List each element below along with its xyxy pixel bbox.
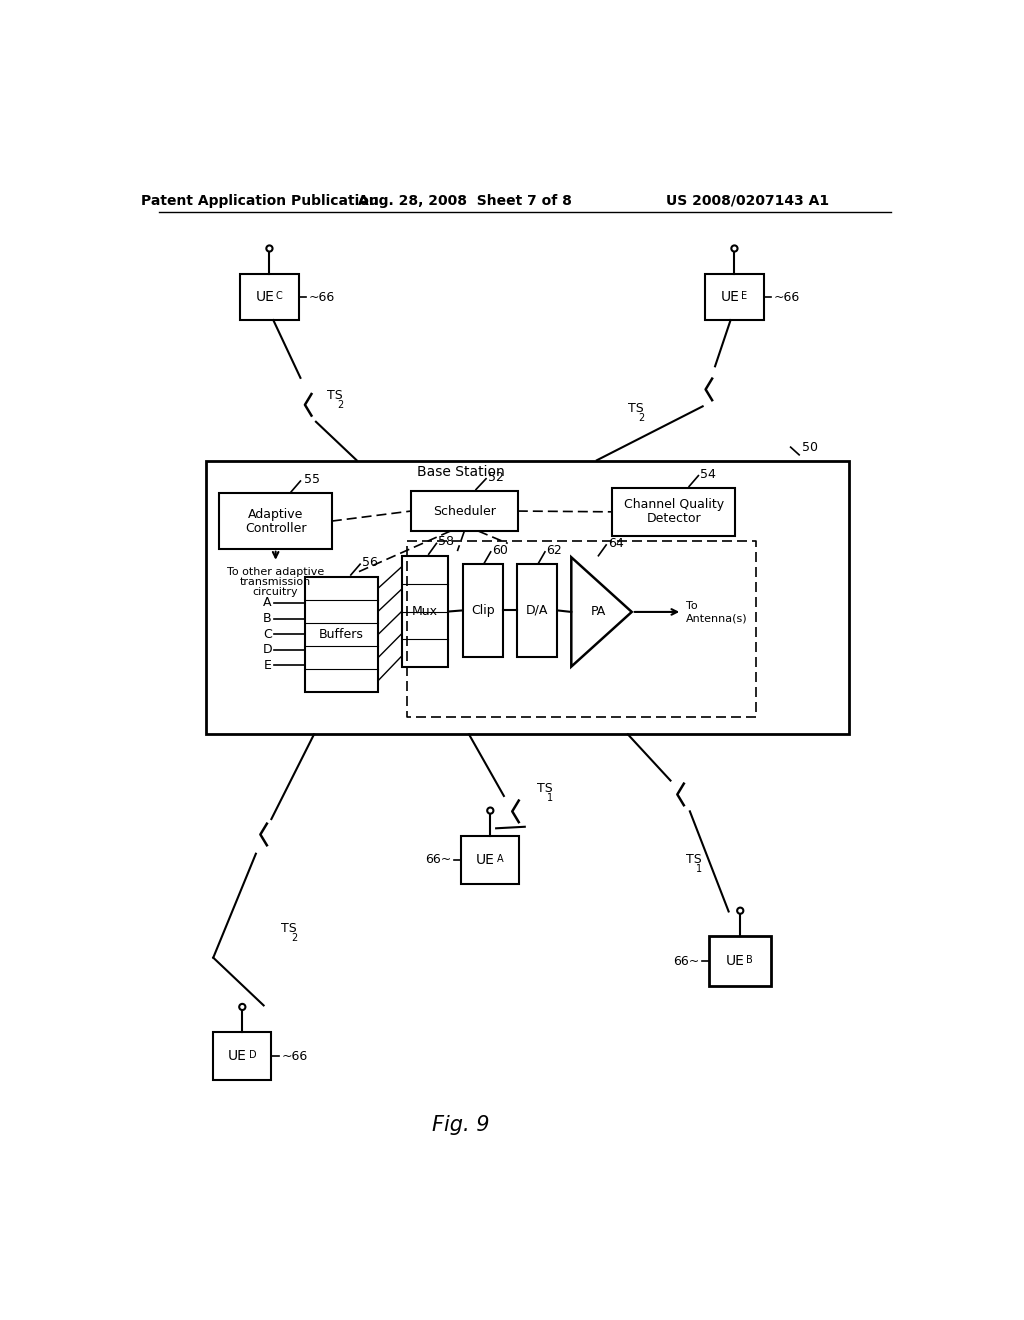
Text: To other adaptive: To other adaptive [227,566,325,577]
Text: UE: UE [228,1049,247,1063]
Bar [401,556,449,668]
Bar [213,1032,271,1080]
Bar [241,275,299,321]
Polygon shape [571,557,632,667]
Text: Controller: Controller [245,521,306,535]
Text: 1: 1 [696,863,702,874]
Text: 60: 60 [493,544,508,557]
Text: 55: 55 [303,473,319,486]
Text: TS: TS [628,403,644,416]
Circle shape [266,246,272,252]
Text: Aug. 28, 2008  Sheet 7 of 8: Aug. 28, 2008 Sheet 7 of 8 [358,194,572,207]
Text: 2: 2 [638,413,644,424]
Text: UE: UE [476,853,495,867]
Text: Patent Application Publication: Patent Application Publication [141,194,379,207]
Bar [461,836,519,884]
Text: ~66: ~66 [308,290,335,304]
Text: C: C [275,290,283,301]
Bar [206,461,849,734]
Text: A: A [497,854,503,863]
Text: D/A: D/A [526,603,549,616]
Text: Buffers: Buffers [319,628,364,640]
Text: ~66: ~66 [773,290,800,304]
Text: A: A [263,597,271,610]
Text: To: To [686,601,697,611]
Text: 56: 56 [361,556,378,569]
Text: D: D [263,643,272,656]
Text: 62: 62 [547,544,562,557]
Text: PA: PA [591,606,606,619]
Text: 50: 50 [802,441,818,454]
Bar [517,564,557,656]
Circle shape [731,246,737,252]
Text: Base Station: Base Station [418,465,505,479]
Text: Mux: Mux [412,605,438,618]
Text: 2: 2 [292,933,298,942]
Text: Antenna(s): Antenna(s) [686,612,748,623]
Text: TS: TS [538,781,553,795]
Text: Detector: Detector [646,512,700,525]
Text: 58: 58 [438,536,454,548]
Text: transmission: transmission [240,577,311,587]
Bar [411,491,518,531]
Text: E: E [263,659,271,672]
Text: C: C [263,628,272,640]
Text: 66~: 66~ [425,853,452,866]
Text: Scheduler: Scheduler [433,504,496,517]
Text: Clip: Clip [471,603,495,616]
Circle shape [240,1003,246,1010]
Text: UE: UE [255,290,274,304]
Circle shape [487,808,494,813]
Text: circuitry: circuitry [253,587,298,597]
Bar [305,577,378,692]
Bar [710,936,771,986]
Text: Adaptive: Adaptive [248,508,303,520]
Text: 64: 64 [607,537,624,550]
Text: US 2008/0207143 A1: US 2008/0207143 A1 [667,194,829,207]
Text: Channel Quality: Channel Quality [624,499,724,511]
Text: UE: UE [720,290,739,304]
Bar [706,275,764,321]
Text: TS: TS [282,921,297,935]
Text: TS: TS [686,853,701,866]
Text: D: D [249,1051,256,1060]
Text: TS: TS [328,389,343,403]
Text: ~66: ~66 [282,1049,307,1063]
Text: 54: 54 [700,467,716,480]
Text: 52: 52 [487,471,504,483]
Bar [219,494,332,549]
Text: 66~: 66~ [673,954,699,968]
Bar [463,564,503,656]
Text: Fig. 9: Fig. 9 [432,1115,490,1135]
Text: B: B [746,954,754,965]
Text: B: B [263,612,271,626]
Bar [612,488,735,536]
Text: UE: UE [726,954,745,968]
Circle shape [737,908,743,913]
Text: 1: 1 [547,793,553,803]
Text: 2: 2 [337,400,343,411]
Text: E: E [740,290,746,301]
